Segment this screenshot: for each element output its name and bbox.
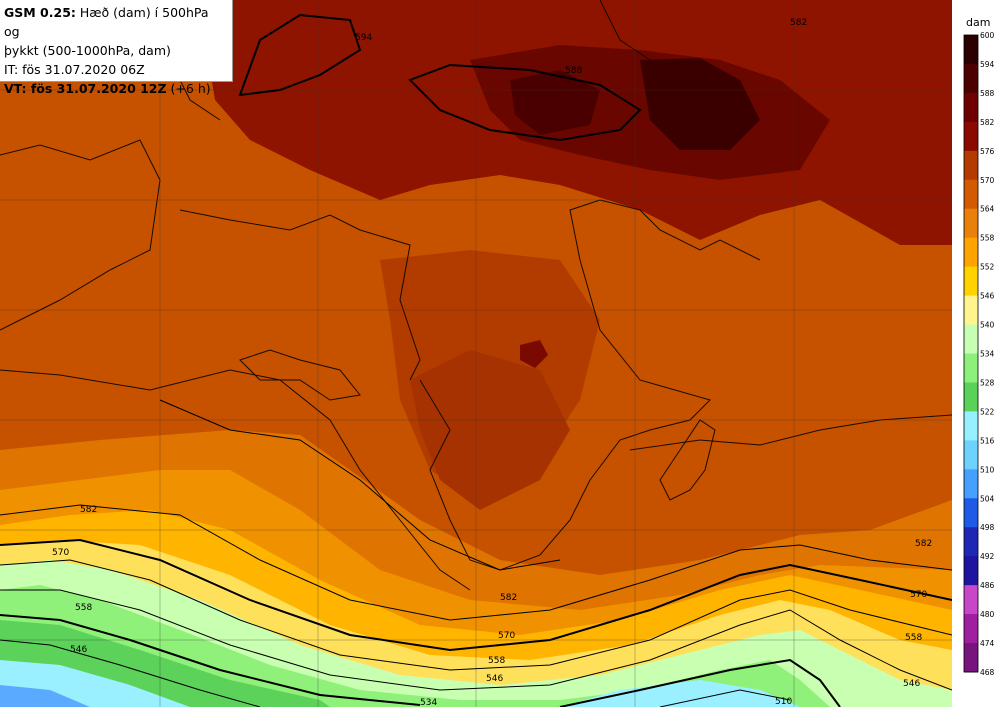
legend-swatch [964,63,978,94]
legend-swatch [964,469,978,499]
map-info-box: GSM 0.25: Hæð (dam) í 500hPa og þykkt (5… [0,0,233,96]
legend-swatch [964,440,978,470]
legend-unit: dam [966,16,990,29]
legend-tick-label: 564 [980,205,995,214]
title-line: GSM 0.25: Hæð (dam) í 500hPa og [4,3,228,41]
legend-swatch [964,179,978,210]
thickness-spot [520,340,548,368]
label-546-center: 546 [486,674,503,684]
field-description: Hæð (dam) í 500hPa og [4,5,209,39]
legend-tick-label: 552 [980,263,995,272]
label-558-west: 558 [75,603,92,613]
legend-swatch [964,208,978,239]
legend-swatch [964,295,978,326]
valid-time-line: VT: fös 31.07.2020 12Z (+6 h) [4,79,228,98]
legend-tick-label: 480 [980,610,995,619]
legend-frame [963,34,979,673]
legend-tick-label: 504 [980,494,995,503]
legend-tick-label: 492 [980,552,995,561]
legend-tick-label: 600 [980,31,995,40]
legend-swatch [964,266,978,297]
label-582-north: 582 [790,18,807,28]
thickness-zone-516 [0,685,90,707]
legend-swatch [964,643,978,673]
thickness-zone-578 [410,350,570,510]
height-contours [0,13,952,707]
legend-swatch [964,35,978,65]
legend-tick-label: 498 [980,523,995,532]
label-534-south: 534 [420,698,437,707]
legend-tick-label: 534 [980,350,995,359]
forecast-offset: (+6 h) [166,81,211,96]
legend-swatch [964,498,978,528]
contour-labels: 582 570 558 546 534 510 582 570 558 546 … [52,18,932,707]
model-name: GSM 0.25: [4,5,76,20]
legend-tick-label: 486 [980,581,995,590]
legend-swatch [964,237,978,268]
thickness-zone-594 [640,58,760,150]
label-588-north: 588 [565,66,582,76]
legend-swatch [964,556,978,586]
legend-swatch [964,121,978,152]
legend-tick-label: 576 [980,147,995,156]
initial-time: IT: fös 31.07.2020 06Z [4,62,145,77]
legend-tick-label: 540 [980,321,995,330]
legend-tick-label: 510 [980,465,995,474]
legend-swatch [964,353,978,383]
legend-tick-label: 474 [980,639,995,648]
label-510-south: 510 [775,697,792,707]
legend-scale: dam 600 594 588 582 576 570 564 558 552 546 540 534… [963,16,995,677]
label-570-center: 570 [498,631,515,641]
legend-tick-label: 570 [980,176,995,185]
label-582-center: 582 [500,593,517,603]
label-570-east: 570 [910,590,927,600]
weather-map: 582 570 558 546 534 510 582 570 558 546 … [0,0,952,707]
legend-swatch [964,150,978,181]
label-558-center: 558 [488,656,505,666]
color-legend: dam 600 594 588 582 576 570 564 558 552 546 540 534… [952,0,1000,707]
legend-tick-label: 546 [980,292,995,301]
legend-tick-label: 516 [980,436,995,445]
legend-swatch [964,614,978,644]
valid-time: VT: fös 31.07.2020 12Z [4,81,167,96]
legend-swatch [964,382,978,412]
legend-swatch [964,411,978,441]
legend-tick-label: 528 [980,378,995,387]
thickness-zone-528 [0,660,800,707]
label-546-east: 546 [903,679,920,689]
label-594-north: 594 [355,33,372,43]
thickness-zone-594-b [510,70,600,135]
legend-tick-label: 558 [980,234,995,243]
label-558-east: 558 [905,633,922,643]
field-description-2: þykkt (500-1000hPa, dam) [4,43,171,58]
label-546-west: 546 [70,645,87,655]
graticule [0,0,952,707]
legend-swatch [964,324,978,354]
legend-swatch [964,527,978,557]
legend-tick-label: 582 [980,118,995,127]
legend-tick-label: 522 [980,407,995,416]
legend-swatch [964,92,978,123]
label-582-east: 582 [915,539,932,549]
legend-tick-label: 468 [980,668,995,677]
label-570-west: 570 [52,548,69,558]
legend-swatch [964,585,978,615]
legend-tick-label: 594 [980,60,995,69]
label-582-west: 582 [80,505,97,515]
legend-tick-label: 588 [980,89,995,98]
